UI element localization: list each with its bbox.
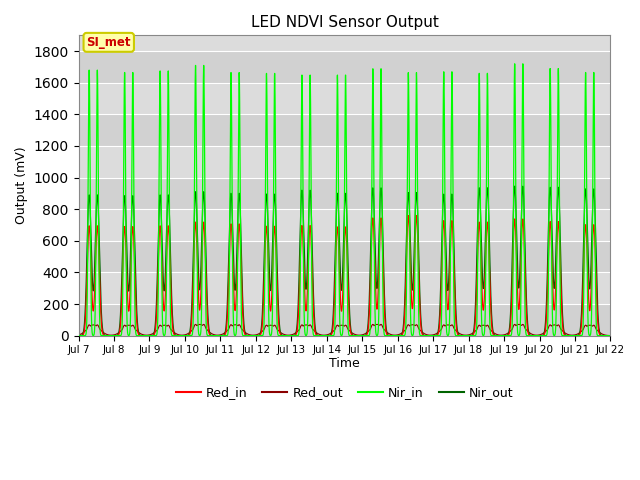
Title: LED NDVI Sensor Output: LED NDVI Sensor Output <box>250 15 438 30</box>
Bar <box>79 241 611 273</box>
Legend: Red_in, Red_out, Nir_in, Nir_out: Red_in, Red_out, Nir_in, Nir_out <box>171 382 518 405</box>
Bar <box>79 114 611 146</box>
Text: SI_met: SI_met <box>86 36 131 49</box>
Bar <box>79 178 611 209</box>
Bar <box>79 51 611 83</box>
Bar <box>79 304 611 336</box>
Y-axis label: Output (mV): Output (mV) <box>15 147 28 224</box>
X-axis label: Time: Time <box>329 357 360 370</box>
